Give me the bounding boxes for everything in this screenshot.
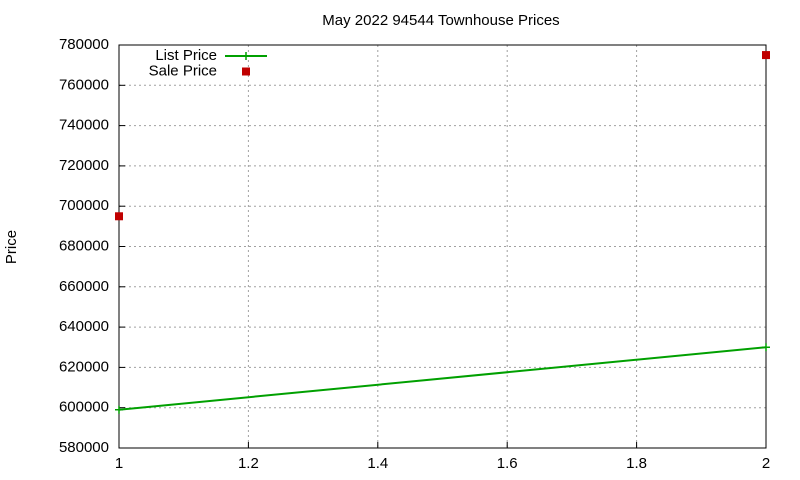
y-tick-label: 680000	[59, 237, 109, 254]
x-tick-label: 1.6	[497, 455, 518, 472]
y-tick-label: 720000	[59, 157, 109, 174]
series-line	[118, 346, 767, 411]
plot-frame	[118, 44, 767, 449]
legend-swatch	[242, 52, 250, 60]
legend-label: List Price	[155, 47, 217, 64]
legend-swatch	[242, 67, 250, 76]
y-tick-label: 620000	[59, 358, 109, 375]
chart-title: May 2022 94544 Townhouse Prices	[322, 12, 559, 29]
x-tick-label: 2	[762, 455, 770, 472]
x-tick-label: 1.8	[626, 455, 647, 472]
y-tick-label: 700000	[59, 197, 109, 214]
y-tick-label: 640000	[59, 318, 109, 335]
point-marker	[762, 51, 770, 60]
legend-label: Sale Price	[149, 62, 217, 79]
y-tick-label: 760000	[59, 76, 109, 93]
point-marker	[115, 405, 123, 414]
y-tick-label: 580000	[59, 439, 109, 456]
point-marker	[762, 343, 770, 352]
y-tick-label: 600000	[59, 399, 109, 416]
y-axis-label: Price	[3, 230, 20, 264]
x-tick-label: 1.4	[367, 455, 388, 472]
x-tick-label: 1.2	[238, 455, 259, 472]
x-tick-label: 1	[115, 455, 123, 472]
y-tick-label: 740000	[59, 117, 109, 134]
y-tick-label: 780000	[59, 36, 109, 53]
point-marker	[115, 212, 123, 221]
y-tick-label: 660000	[59, 278, 109, 295]
